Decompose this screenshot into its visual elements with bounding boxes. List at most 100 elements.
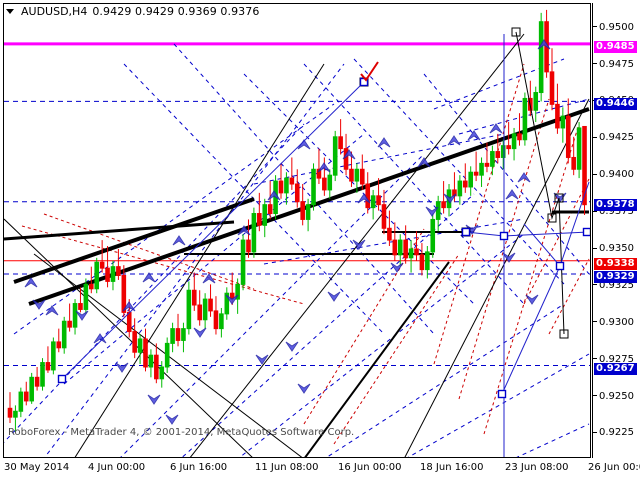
chevron-down-icon[interactable]: [6, 8, 14, 14]
blue-node-4[interactable]: [499, 231, 509, 241]
fractal-up-icon: [24, 277, 38, 288]
candle-body: [490, 151, 495, 167]
chart-header: AUDUSD,H4 0.9429 0.9429 0.9369 0.9376: [6, 4, 259, 18]
price-tick: 0.9350: [593, 243, 634, 254]
fractal-down-icon: [115, 362, 129, 373]
candle-body: [197, 304, 202, 321]
fan-line-13: [423, 73, 590, 275]
projection-line-4: [483, 123, 580, 435]
candle-body: [408, 248, 414, 259]
trendline-down-thin-1: [4, 218, 253, 457]
zigzag-node-0[interactable]: [511, 27, 521, 37]
blue-node-2[interactable]: [555, 261, 565, 271]
fractal-up-icon: [45, 305, 59, 316]
fractal-down-icon: [285, 341, 299, 352]
tick-mark-icon: [593, 63, 597, 65]
fractal-down-icon: [352, 239, 366, 250]
blue-node-3[interactable]: [497, 389, 507, 399]
candle-body: [219, 313, 224, 330]
price-tick: 0.9250: [593, 391, 634, 402]
candle-body: [235, 283, 240, 300]
candle-body: [110, 266, 116, 282]
fractal-down-icon: [147, 394, 161, 405]
price-tick-label: 0.9400: [599, 169, 634, 181]
candle-body: [170, 328, 175, 344]
zigzag-node-3[interactable]: [559, 329, 569, 339]
candle-body: [332, 136, 338, 176]
candlestick-series: [7, 9, 587, 432]
fractal-up-icon: [93, 333, 107, 344]
candle-body: [360, 168, 365, 185]
candle-body: [506, 145, 511, 150]
price-tick-label: 0.9250: [599, 390, 634, 402]
fan-line-15: [63, 133, 365, 385]
candle-body: [23, 391, 29, 402]
price-level-label[interactable]: 0.9446: [594, 98, 637, 111]
candle-body: [479, 162, 484, 176]
candle-body: [435, 201, 441, 220]
candle-body: [533, 92, 539, 111]
price-level-label[interactable]: 0.9267: [594, 362, 637, 375]
price-tick-label: 0.9375: [599, 206, 634, 218]
price-tick: 0.9375: [593, 206, 634, 217]
price-level-label[interactable]: 0.9378: [594, 198, 637, 211]
ohlc-values: 0.9429 0.9429 0.9369 0.9376: [92, 4, 260, 18]
fractal-up-icon: [489, 123, 503, 134]
price-level-label[interactable]: 0.9485: [594, 40, 637, 53]
tick-mark-icon: [593, 173, 597, 175]
candle-body: [78, 303, 83, 310]
fan-line-14: [13, 103, 335, 335]
tick-mark-icon: [593, 284, 597, 286]
blue-trace-4: [501, 265, 561, 395]
candle-body: [284, 177, 289, 194]
fractal-down-icon: [327, 291, 341, 302]
candle-body: [208, 298, 213, 312]
zigzag-node-2[interactable]: [554, 193, 564, 203]
candle-body: [72, 303, 78, 328]
projection-line-0: [21, 225, 305, 305]
fractal-up-icon: [377, 137, 391, 148]
candle-body: [213, 310, 219, 330]
candle-body: [538, 21, 544, 94]
price-level-label[interactable]: 0.9329: [594, 271, 637, 284]
candle-body: [571, 156, 576, 170]
projection-line-6: [333, 253, 460, 445]
blue-node-5[interactable]: [582, 227, 591, 237]
zigzag-node-1[interactable]: [547, 213, 557, 223]
candle-body: [582, 125, 587, 206]
candle-body: [7, 407, 13, 418]
candle-body: [105, 267, 110, 282]
fan-line-16: [253, 133, 505, 185]
candle-body: [13, 410, 18, 418]
price-tick-label: 0.9300: [599, 316, 634, 328]
candle-body: [403, 239, 408, 259]
time-tick-label: 16 Jun 00:00: [338, 462, 402, 473]
candle-body: [262, 204, 268, 226]
fractal-up-icon: [505, 189, 519, 200]
price-tick: 0.9425: [593, 132, 634, 143]
time-axis[interactable]: 30 May 2014 4 Jun 00:00 6 Jun 16:00 11 Jun …: [0, 460, 640, 480]
copyright-text: RoboForex - MetaTrader 4, © 2001-2014, M…: [8, 427, 355, 438]
candle-body: [468, 171, 473, 188]
candle-body: [294, 183, 300, 203]
chart-plot-border: [3, 3, 591, 458]
candle-body: [61, 320, 67, 349]
fractal-up-icon: [122, 301, 136, 312]
fan-line-11: [303, 63, 525, 305]
price-level-label[interactable]: 0.9338: [594, 257, 637, 270]
trendline-up-thin-1: [74, 63, 325, 457]
blue-node-1[interactable]: [461, 227, 471, 237]
chart-plot-area[interactable]: [4, 4, 590, 457]
candle-body: [522, 97, 528, 141]
candle-body: [484, 162, 490, 167]
time-tick-label: 6 Jun 16:00: [170, 462, 228, 473]
candle-body: [51, 341, 56, 371]
candle-body: [143, 338, 148, 368]
blue-node-6[interactable]: [57, 374, 67, 384]
candle-body: [495, 151, 501, 158]
time-tick-label: 26 Jun 00:00: [588, 462, 640, 473]
candle-body: [500, 145, 506, 158]
price-tick-label: 0.9475: [599, 58, 634, 70]
candle-body: [441, 201, 446, 209]
price-axis[interactable]: 0.95000.94750.94500.94250.94000.93750.93…: [592, 3, 640, 458]
